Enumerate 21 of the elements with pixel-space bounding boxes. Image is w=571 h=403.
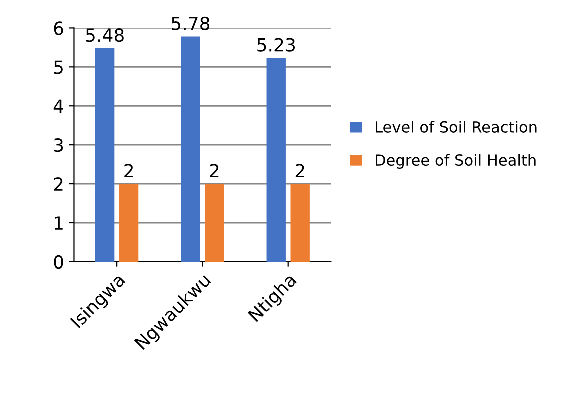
- bar: [119, 184, 139, 262]
- bar: [290, 184, 310, 262]
- y-tick-label: 5: [54, 60, 63, 74]
- data-label: 5.78: [172, 16, 210, 31]
- data-label: 5.48: [86, 28, 124, 42]
- y-tick-label: 4: [54, 100, 64, 113]
- bar: [266, 58, 286, 262]
- data-label: 5.23: [258, 38, 296, 52]
- y-tick-label: 2: [54, 177, 63, 191]
- y-tick-label: 6: [54, 22, 64, 36]
- bar: [205, 184, 224, 262]
- y-tick-label: 3: [54, 138, 64, 152]
- data-label: 2: [210, 164, 219, 178]
- data-label: 2: [296, 164, 304, 178]
- legend-label: Degree of Soil Health: [376, 154, 536, 170]
- y-tick-label: 0: [54, 255, 64, 270]
- legend-label: Level of Soil Reaction: [376, 121, 537, 133]
- data-label: 2: [124, 164, 133, 178]
- bar: [95, 48, 115, 262]
- bar: [181, 36, 200, 262]
- y-tick-label: 1: [55, 216, 63, 230]
